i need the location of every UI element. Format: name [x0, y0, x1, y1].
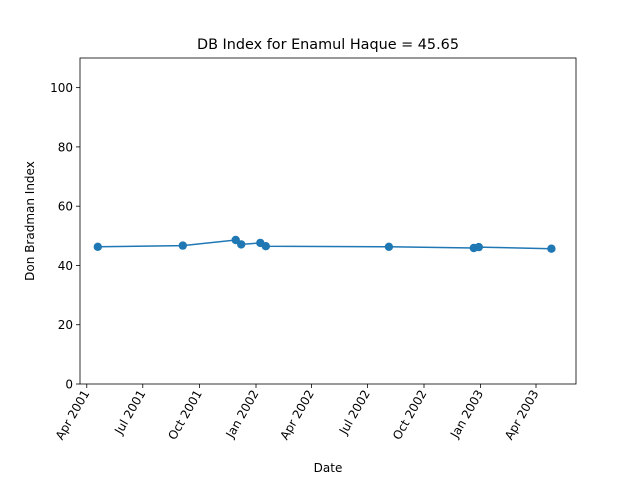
x-axis-label: Date — [314, 461, 343, 475]
y-tick-label: 20 — [58, 318, 73, 332]
y-tick-label: 60 — [58, 200, 73, 214]
y-tick-label: 0 — [65, 378, 73, 392]
data-point — [474, 242, 483, 252]
data-point — [261, 242, 270, 251]
chart-title: DB Index for Enamul Haque = 45.65 — [197, 37, 459, 53]
data-point — [237, 240, 246, 249]
y-axis-label: Don Bradman Index — [23, 161, 37, 281]
y-tick-label: 100 — [50, 81, 73, 95]
plot-area — [93, 235, 556, 253]
data-point — [547, 244, 556, 253]
y-axis-ticks: 0 20 40 60 80 100 — [50, 81, 80, 392]
axes-frame — [79, 57, 577, 385]
y-tick-label: 40 — [58, 259, 73, 273]
data-point — [93, 242, 103, 251]
data-point — [384, 242, 394, 251]
data-point — [178, 241, 187, 250]
y-tick-label: 80 — [58, 140, 73, 154]
